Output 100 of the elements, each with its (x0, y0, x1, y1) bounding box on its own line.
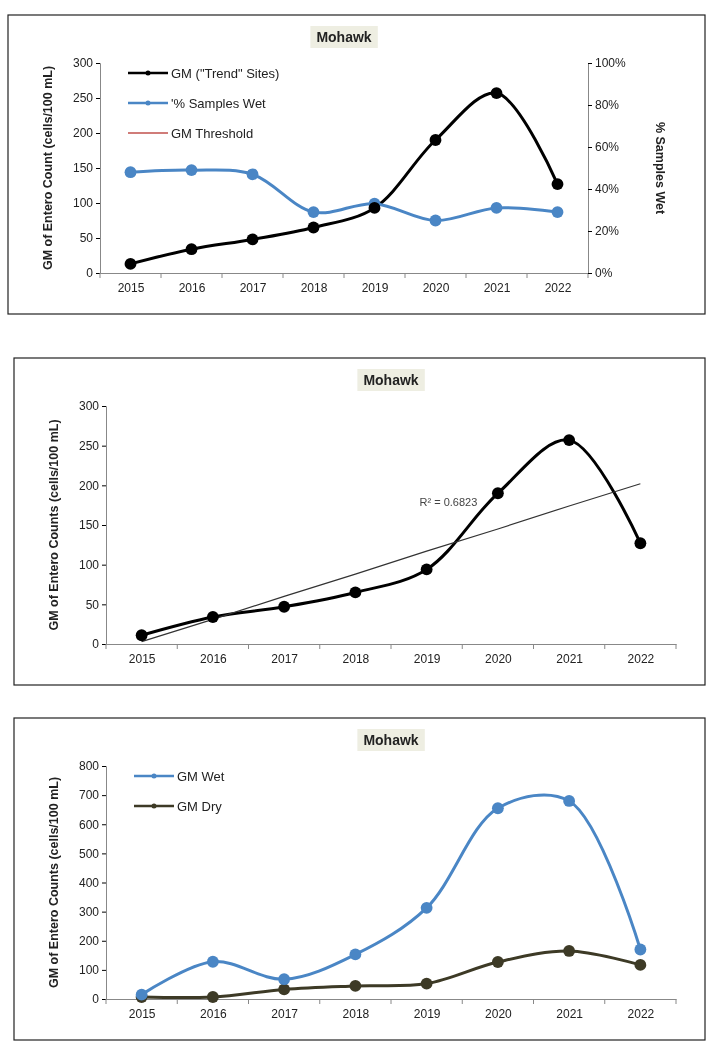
point (420, 977, 433, 990)
y-tick-label: 150 (78, 518, 100, 533)
x-tick-label: 2017 (239, 280, 267, 295)
y2-tick-label: 60% (595, 140, 620, 155)
y-tick-label: 250 (72, 91, 94, 106)
point (490, 87, 503, 100)
point (246, 168, 259, 181)
y2-tick-label: 20% (595, 224, 620, 239)
y-tick-label: 800 (78, 759, 100, 774)
point (278, 973, 291, 986)
x-tick-label: 2020 (422, 280, 450, 295)
point (368, 201, 381, 214)
y-axis-title: GM of Entero Counts (cells/100 mL) (47, 419, 61, 631)
x-tick-label: 2020 (485, 651, 513, 666)
x-tick-label: 2015 (117, 280, 145, 295)
point (124, 257, 137, 270)
point (185, 243, 198, 256)
x-tick-label: 2021 (556, 1006, 584, 1021)
chart-title: Mohawk (316, 29, 372, 45)
x-tick-label: 2016 (200, 651, 228, 666)
x-tick-label: 2021 (483, 280, 511, 295)
y-tick-label: 250 (78, 439, 100, 454)
point (206, 611, 219, 623)
y-tick-label: 300 (72, 56, 94, 71)
y-tick-label: 400 (78, 875, 100, 890)
point (246, 233, 259, 246)
x-tick-label: 2020 (485, 1006, 513, 1021)
x-tick-label: 2021 (556, 651, 584, 666)
y-tick-label: 300 (78, 904, 100, 919)
point (491, 802, 504, 815)
y-tick-label: 0 (86, 266, 94, 281)
point (491, 487, 504, 500)
point (278, 983, 291, 996)
point (307, 206, 320, 219)
chart-title: Mohawk (363, 732, 419, 748)
annotation: R² = 0.6823 (419, 495, 478, 508)
point (135, 629, 148, 642)
point (185, 164, 198, 177)
y-tick-label: 100 (78, 558, 100, 573)
y-tick-label: 50 (79, 231, 94, 246)
point (429, 214, 442, 227)
point (563, 434, 576, 447)
x-tick-label: 2016 (178, 280, 206, 295)
x-tick-label: 2022 (627, 1006, 655, 1021)
y-tick-label: 100 (78, 963, 100, 978)
x-tick-label: 2015 (128, 1006, 156, 1021)
point (349, 979, 362, 992)
x-tick-label: 2019 (413, 1006, 441, 1021)
y2-tick-label: 40% (595, 182, 620, 197)
y-tick-label: 100 (72, 196, 94, 211)
x-tick-label: 2016 (200, 1006, 228, 1021)
y-tick-label: 50 (85, 597, 100, 612)
x-tick-label: 2018 (342, 1006, 370, 1021)
point (634, 537, 647, 550)
y2-tick-label: 100% (595, 56, 627, 71)
point (307, 221, 320, 234)
point (490, 201, 503, 214)
y-tick-label: 200 (72, 126, 94, 141)
point (420, 901, 433, 914)
y2-tick-label: 80% (595, 98, 620, 113)
point (634, 959, 647, 971)
y-tick-label: 500 (78, 846, 100, 861)
x-tick-label: 2022 (544, 280, 572, 295)
x-tick-label: 2015 (128, 651, 156, 666)
point (551, 178, 564, 191)
point (349, 948, 362, 961)
x-tick-label: 2018 (300, 280, 328, 295)
y-tick-label: 200 (78, 934, 100, 949)
point (491, 956, 504, 968)
y-axis-title: GM of Entero Count (cells/100 mL) (41, 65, 55, 271)
legend-label: GM Threshold (171, 126, 254, 141)
y-axis-title: GM of Entero Counts (cells/100 mL) (47, 776, 61, 989)
y-tick-label: 700 (78, 788, 100, 803)
legend-label: '% Samples Wet (171, 96, 267, 111)
y2-tick-label: 0% (595, 266, 613, 281)
y-tick-label: 600 (78, 817, 100, 832)
point (206, 991, 219, 1003)
x-tick-label: 2017 (271, 651, 299, 666)
y2-axis-title: % Samples Wet (653, 121, 667, 215)
point (634, 943, 647, 956)
x-tick-label: 2019 (361, 280, 389, 295)
point (429, 134, 442, 146)
point (124, 166, 137, 179)
point (563, 795, 576, 807)
legend-label: GM Wet (177, 769, 225, 784)
point (420, 563, 433, 576)
y-tick-label: 0 (92, 637, 100, 652)
y-tick-label: 0 (92, 992, 100, 1007)
legend-label: GM ("Trend" Sites) (171, 66, 280, 81)
point (563, 945, 576, 957)
point (551, 206, 564, 219)
legend-label: GM Dry (177, 799, 223, 814)
y-tick-label: 150 (72, 161, 94, 176)
point (206, 955, 219, 968)
x-tick-label: 2018 (342, 651, 370, 666)
chart-title: Mohawk (363, 372, 419, 388)
x-tick-label: 2017 (271, 1006, 299, 1021)
point (278, 600, 291, 613)
x-tick-label: 2019 (413, 651, 441, 666)
y-tick-label: 300 (78, 399, 100, 414)
